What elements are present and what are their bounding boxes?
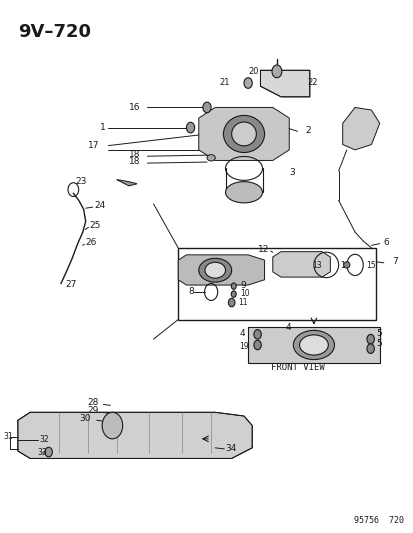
Text: 2: 2: [305, 126, 311, 135]
Ellipse shape: [204, 262, 225, 278]
Ellipse shape: [299, 335, 328, 355]
Text: FRONT VIEW: FRONT VIEW: [270, 363, 324, 372]
Text: 4: 4: [239, 329, 245, 338]
Text: 5: 5: [375, 338, 381, 348]
Text: 12: 12: [258, 245, 269, 254]
Text: 4: 4: [285, 323, 291, 332]
Text: 34: 34: [225, 444, 236, 453]
Text: 21: 21: [218, 78, 229, 87]
Polygon shape: [116, 180, 137, 186]
Ellipse shape: [198, 259, 231, 282]
Text: 22: 22: [307, 78, 318, 87]
Circle shape: [228, 298, 235, 307]
Polygon shape: [342, 108, 379, 150]
Text: 26: 26: [85, 238, 97, 247]
Text: 24: 24: [94, 201, 105, 210]
Polygon shape: [260, 70, 309, 97]
Ellipse shape: [225, 182, 262, 203]
Text: 6: 6: [383, 238, 389, 247]
Text: 28: 28: [88, 399, 99, 407]
Circle shape: [253, 340, 261, 350]
Bar: [247, 327, 379, 363]
Circle shape: [243, 78, 252, 88]
Text: 17: 17: [88, 141, 99, 150]
Text: 5: 5: [375, 329, 381, 338]
Text: 8: 8: [188, 287, 194, 295]
Text: 25: 25: [90, 221, 101, 230]
Ellipse shape: [231, 122, 256, 146]
Ellipse shape: [343, 262, 349, 268]
Text: 9V–720: 9V–720: [18, 22, 90, 41]
Circle shape: [253, 329, 261, 339]
Text: 13: 13: [311, 261, 321, 270]
Ellipse shape: [293, 330, 334, 360]
Text: 18: 18: [128, 150, 140, 159]
Circle shape: [231, 291, 236, 297]
Text: 19: 19: [238, 342, 248, 351]
Text: 16: 16: [128, 102, 140, 111]
Circle shape: [271, 65, 281, 78]
Circle shape: [186, 122, 194, 133]
Text: 20: 20: [247, 67, 258, 76]
Text: 7: 7: [391, 257, 397, 266]
Circle shape: [366, 334, 373, 344]
Text: 10: 10: [239, 289, 249, 298]
Text: 27: 27: [65, 280, 76, 289]
Text: 32: 32: [39, 435, 49, 444]
Circle shape: [366, 344, 373, 353]
Polygon shape: [178, 255, 264, 285]
Text: 29: 29: [88, 406, 99, 415]
Text: 9: 9: [240, 281, 246, 290]
Circle shape: [102, 413, 122, 439]
Ellipse shape: [206, 155, 215, 161]
Ellipse shape: [223, 115, 264, 152]
Circle shape: [202, 102, 211, 113]
Text: 30: 30: [79, 414, 91, 423]
Circle shape: [231, 283, 236, 289]
Text: 18: 18: [128, 157, 140, 166]
Text: 95756  720: 95756 720: [354, 516, 404, 525]
Text: 31: 31: [3, 432, 13, 441]
Text: 23: 23: [75, 177, 87, 186]
Text: 15: 15: [366, 261, 375, 270]
Text: 3: 3: [289, 168, 294, 177]
Bar: [178, 248, 375, 319]
Text: 33: 33: [38, 448, 47, 457]
Text: 1: 1: [100, 123, 106, 132]
Polygon shape: [18, 413, 252, 458]
Circle shape: [45, 447, 52, 457]
Polygon shape: [272, 252, 330, 277]
Text: 11: 11: [237, 297, 247, 306]
Polygon shape: [198, 108, 289, 160]
Text: 14: 14: [340, 261, 349, 270]
